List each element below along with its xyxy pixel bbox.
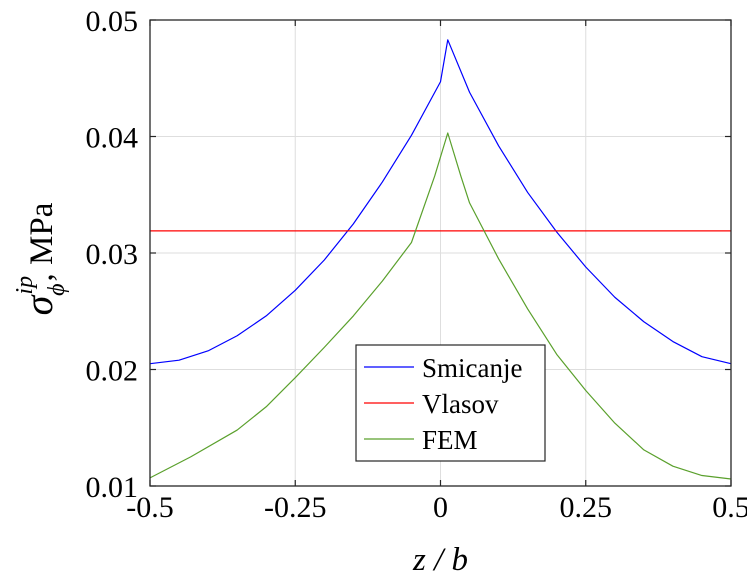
legend-label: Smicanje [422, 353, 522, 383]
series-line-fem [149, 132, 732, 480]
legend: Smicanje Vlasov FEM [355, 344, 546, 462]
y-tick-label: 0.04 [86, 122, 139, 155]
x-tick-label: 0.5 [712, 491, 747, 524]
x-tick-label: -0.5 [126, 491, 174, 524]
y-axis-unit: , MPa [24, 202, 60, 281]
y-tick-label: 0.03 [86, 238, 139, 271]
y-tick-label: 0.05 [86, 5, 139, 38]
y-tick-label: 0.02 [86, 355, 139, 388]
x-tick-label: -0.25 [264, 491, 327, 524]
series-lines [149, 39, 732, 480]
y-axis-superscript: ip [12, 276, 38, 295]
x-tick-label: 0 [433, 491, 448, 524]
legend-label: Vlasov [422, 389, 499, 419]
axis-ticks [149, 19, 732, 487]
x-axis-label: z / b [412, 542, 468, 578]
tick-labels: -0.5 -0.25 0 0.25 0.5 0.01 0.02 0.03 0.04 0.05 [86, 5, 747, 524]
y-axis-label: σip ϕ , MPa [12, 202, 70, 315]
y-tick-label: 0.01 [86, 471, 139, 504]
series-line-smicanje [149, 39, 732, 365]
legend-label: FEM [422, 425, 478, 455]
y-axis-symbol: σ [16, 294, 61, 315]
y-axis-subscript: ϕ [44, 284, 70, 296]
x-tick-label: 0.25 [560, 491, 613, 524]
